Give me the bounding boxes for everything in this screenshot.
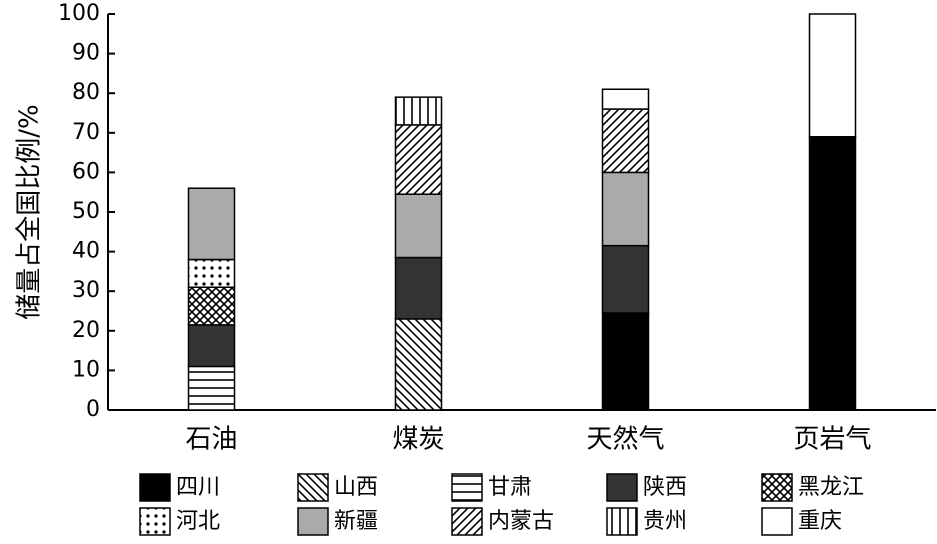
legend-label: 内蒙古 (488, 509, 554, 534)
legend-swatch (761, 473, 793, 502)
y-tick-label: 10 (72, 357, 100, 382)
legend-label: 甘肃 (488, 475, 532, 500)
y-tick-label: 100 (58, 1, 100, 26)
legend-swatch (761, 507, 793, 536)
bar-segment (601, 312, 650, 411)
legend-label: 陕西 (643, 475, 687, 500)
y-tick-label: 0 (86, 397, 100, 422)
bar-segment (394, 124, 443, 195)
bar-segment (601, 171, 650, 247)
bar-segment (394, 256, 443, 320)
y-tick-label: 50 (72, 199, 100, 224)
y-tick-label: 90 (72, 41, 100, 66)
bar-segment (808, 136, 857, 411)
legend-label: 四川 (176, 475, 220, 500)
bar-segment (187, 187, 236, 261)
bar-segment (187, 258, 236, 288)
legend-label: 河北 (176, 509, 220, 534)
bar-segment (601, 108, 650, 174)
legend-label: 重庆 (798, 509, 842, 534)
bar-segment (394, 318, 443, 411)
y-tick-label: 70 (72, 120, 100, 145)
x-tick-label: 页岩气 (793, 425, 871, 455)
x-tick-label: 石油 (185, 425, 237, 455)
legend-label: 新疆 (334, 509, 378, 534)
legend-label: 贵州 (643, 509, 687, 534)
legend-swatch (297, 473, 329, 502)
bar-segment (601, 244, 650, 314)
x-tick-label: 煤炭 (392, 425, 444, 455)
bar-segment (187, 286, 236, 326)
bar-segment (187, 324, 236, 368)
legend-swatch (297, 507, 329, 536)
bar-segment (187, 365, 236, 411)
legend-label: 山西 (334, 475, 378, 500)
bar-segment (808, 13, 857, 138)
x-tick-label: 天然气 (586, 425, 664, 455)
legend-swatch (606, 473, 638, 502)
y-tick-label: 60 (72, 159, 100, 184)
y-tick-label: 30 (72, 278, 100, 303)
bar-segment (394, 96, 443, 126)
y-tick-label: 40 (72, 239, 100, 264)
legend-swatch (606, 507, 638, 536)
y-tick-label: 80 (72, 80, 100, 105)
legend-swatch (139, 507, 171, 536)
legend-label: 黑龙江 (798, 475, 864, 500)
bar-segment (394, 193, 443, 259)
legend-swatch (451, 473, 483, 502)
legend-swatch (451, 507, 483, 536)
y-axis-label: 储量占全国比例/% (15, 104, 45, 319)
bar-segment (601, 88, 650, 110)
y-tick-label: 20 (72, 318, 100, 343)
legend-swatch (139, 473, 171, 502)
